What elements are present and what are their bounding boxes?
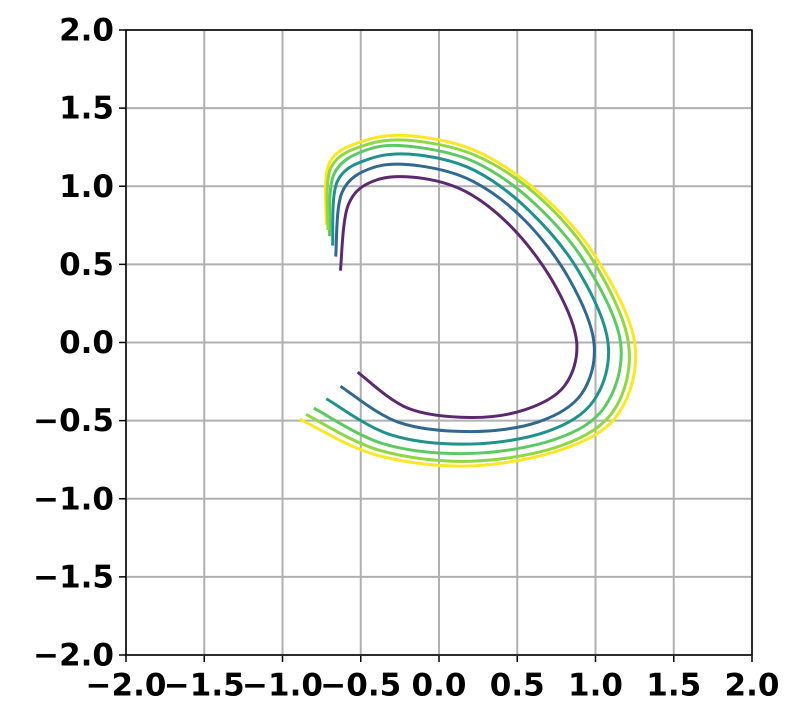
trajectory (338, 175, 579, 420)
trajectory (325, 152, 611, 446)
x-tick-label: −1.0 (242, 668, 323, 704)
y-tick-label: 1.5 (59, 91, 114, 127)
y-tick-label: 0.0 (59, 325, 114, 361)
x-tick-label: 0.0 (412, 668, 467, 704)
y-tick-label: 2.0 (59, 13, 114, 49)
trajectory (334, 162, 596, 434)
x-tick-label: −1.5 (164, 668, 245, 704)
trajectory (313, 143, 623, 456)
trajectory (305, 138, 631, 463)
x-tick-label: 2.0 (725, 668, 780, 704)
x-tick-label: 0.5 (490, 668, 545, 704)
x-tick-label: −0.5 (320, 668, 401, 704)
y-tick-label: −1.0 (33, 481, 114, 517)
y-tick-label: −1.5 (33, 559, 114, 595)
y-tick-label: 1.0 (59, 169, 114, 205)
y-tick-label: 0.5 (59, 247, 114, 283)
x-tick-label: −2.0 (86, 668, 167, 704)
x-tick-label: 1.5 (646, 668, 701, 704)
y-tick-label: −2.0 (33, 638, 114, 674)
trajectory (299, 133, 638, 468)
plot-frame (125, 29, 753, 656)
y-tick-label: −0.5 (33, 403, 114, 439)
x-tick-label: 1.0 (568, 668, 623, 704)
